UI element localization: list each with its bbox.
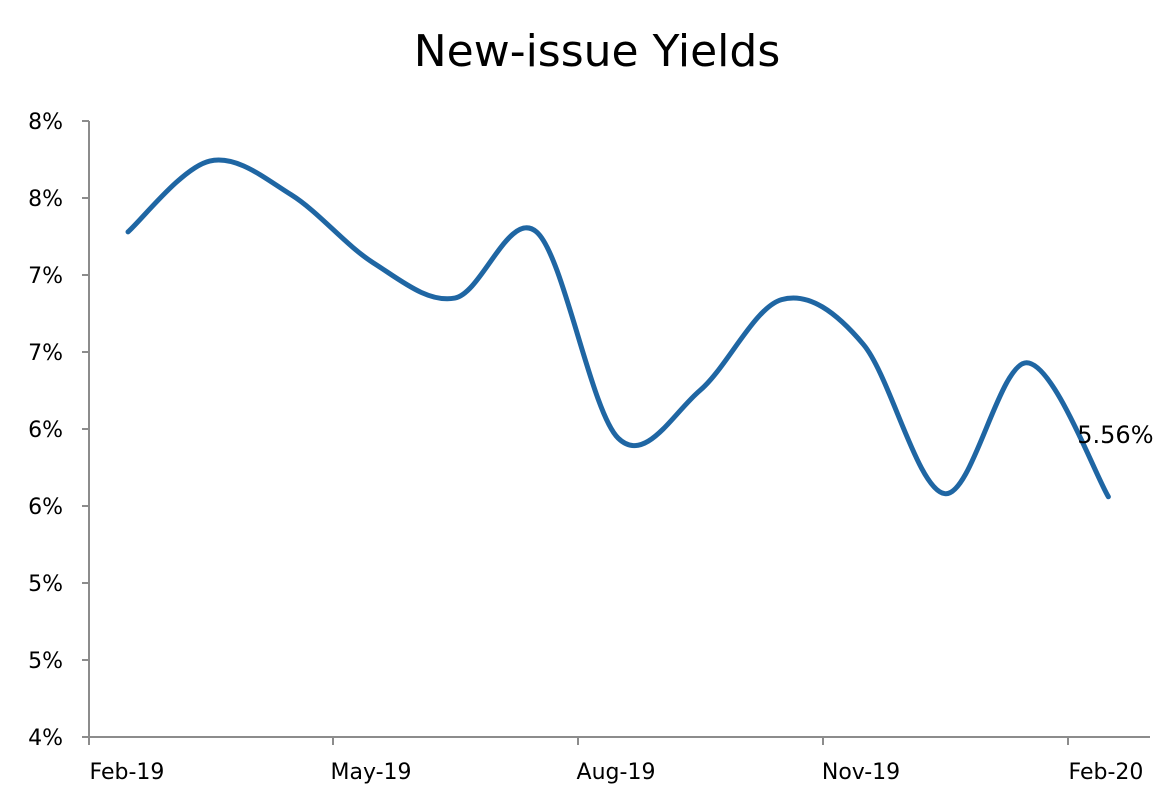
y-tick-label: 7% xyxy=(28,341,63,366)
y-tick-label: 5% xyxy=(28,572,63,597)
x-tick-label: May-19 xyxy=(330,760,411,785)
series-group xyxy=(125,157,1111,500)
chart-title: New-issue Yields xyxy=(414,26,781,77)
y-tick-label: 8% xyxy=(28,110,63,135)
y-tick-label: 8% xyxy=(28,187,63,212)
y-tick-label: 4% xyxy=(28,726,63,751)
y-tick-label: 7% xyxy=(28,264,63,289)
series-line xyxy=(125,157,1111,500)
x-tick-label: Feb-19 xyxy=(90,760,165,785)
x-tick-label: Nov-19 xyxy=(822,760,900,785)
y-tick-label: 5% xyxy=(28,649,63,674)
y-tick-label: 6% xyxy=(28,495,63,520)
annotations: 5.56% xyxy=(1077,421,1153,449)
y-tick-label: 6% xyxy=(28,418,63,443)
data-label: 5.56% xyxy=(1077,421,1153,449)
x-tick-label: Feb-20 xyxy=(1069,760,1144,785)
y-axis: 4% 5% 5% 6% 6% 7% 7% 8% 8% xyxy=(28,110,90,751)
x-axis: Feb-19 May-19 Aug-19 Nov-19 Feb-20 xyxy=(88,736,1150,785)
x-tick-label: Aug-19 xyxy=(577,760,656,785)
